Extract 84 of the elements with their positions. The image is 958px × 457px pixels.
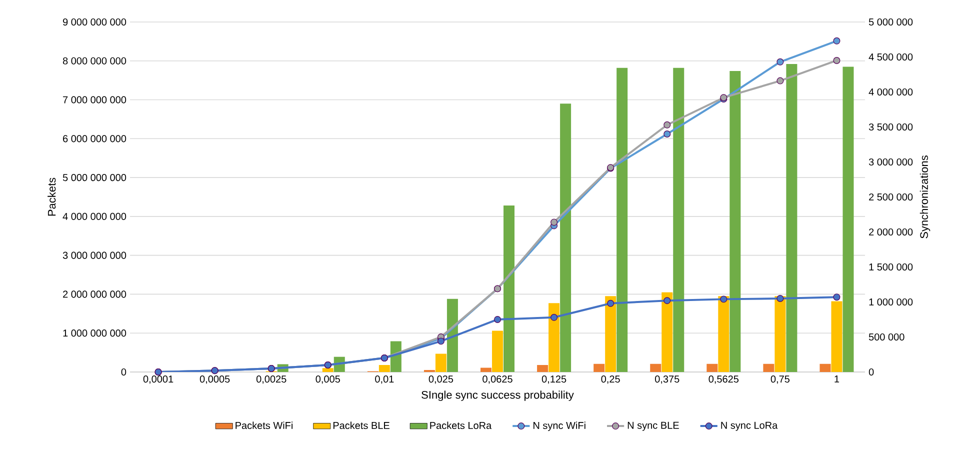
x-tick-label: 0,5625 [708,376,739,384]
x-tick-label: 0,0005 [200,376,230,384]
bar [560,104,572,372]
bar [650,364,662,372]
bar [322,368,334,372]
point [550,314,558,321]
point [776,58,784,66]
point [550,218,558,226]
y-tick-label: 4 000 000 000 [62,212,126,220]
bar [831,301,842,372]
point [437,338,444,345]
point [776,294,784,302]
bar [537,364,548,372]
point [833,37,840,44]
bar [605,296,616,372]
x-tick-label: 0,025 [428,376,454,384]
y2-tick-label: 2 500 000 [869,193,913,201]
legend-label: N sync WiFi [534,422,586,432]
x-tick-label: 0,0625 [482,376,512,384]
y-tick-label: 6 000 000 000 [63,135,126,142]
bar [390,341,402,372]
bar [763,364,774,372]
y2-tick-label: 1 000 000 [869,298,913,306]
legend-label: Packets BLE [333,422,390,430]
y-tick-label: 2 000 000 000 [63,290,126,298]
y2-tick-label: 2 000 000 [869,228,913,236]
bar [594,364,605,372]
y2-tick-label: 4 000 000 [868,88,913,96]
point [607,300,614,307]
y-axis-title: Packets [48,178,56,216]
y-tick-label: 9 000 000 000 [63,18,126,26]
bar [480,368,492,372]
y2-tick-label: 3 500 000 [868,123,913,131]
point [833,56,840,64]
point [494,316,502,323]
y2-tick-label: 3 000 000 [868,158,913,166]
y-tick-label: 1 000 000 000 [63,330,126,337]
bar [616,68,628,372]
x-tick-label: 0,0001 [143,376,174,384]
y-tick-label: 3 000 000 000 [62,252,126,259]
bar [504,206,515,372]
bar [718,296,730,372]
y-tick-label: 7 000 000 000 [63,96,126,104]
x-tick-label: 1 [834,376,840,382]
bar [435,354,446,372]
bar [842,66,854,372]
legend-label: Packets WiFi [236,422,292,430]
point [776,77,784,84]
legend-label: Packets LoRa [430,422,492,430]
bar [548,303,560,372]
point [664,130,671,138]
x-tick-label: 0,75 [770,376,790,384]
bar [820,364,831,372]
y2-tick-label: 500 000 [868,333,904,341]
x-axis-title: SIngle sync success probability [422,390,574,401]
x-tick-label: 0,005 [316,376,340,384]
x-tick-label: 0,125 [542,376,566,384]
y-tick-label: 8 000 000 000 [62,57,126,64]
legend-label: N sync BLE [628,422,679,431]
point [664,297,671,304]
legend-label: N sync LoRa [721,422,778,431]
point [720,296,728,303]
y-tick-label: 0 [121,368,126,376]
x-tick-label: 0,375 [654,376,680,384]
x-tick-label: 0,25 [601,376,620,384]
x-tick-label: 0,0025 [256,376,286,384]
bar [786,64,798,372]
y2-tick-label: 4 500 000 [868,53,913,61]
y2-tick-label: 1 500 000 [869,263,913,271]
bar [774,296,786,372]
point [833,294,840,301]
bar [662,292,673,372]
point [664,121,671,128]
bar [673,68,684,372]
bar [446,298,458,372]
y2-axis-title: Synchronizations [920,156,930,238]
y2-tick-label: 5 000 000 [868,18,913,26]
y2-tick-label: 0 [868,368,874,376]
y-tick-label: 5 000 000 000 [62,174,126,182]
bar [730,70,741,372]
bar [706,364,718,372]
bar [378,364,390,372]
bar [492,330,504,372]
x-tick-label: 0,01 [375,376,394,384]
